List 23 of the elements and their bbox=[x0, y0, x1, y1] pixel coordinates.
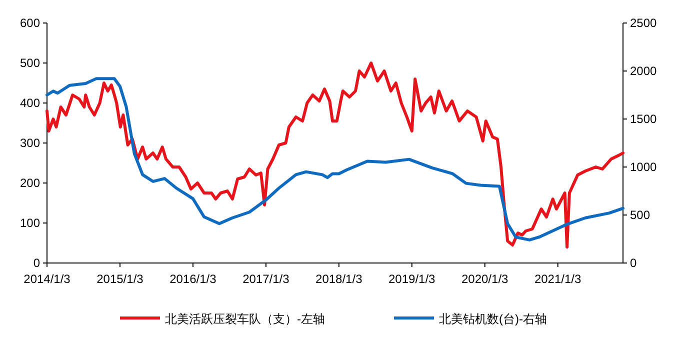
y2-tick-label: 0 bbox=[630, 256, 637, 270]
y2-tick-label: 1000 bbox=[630, 160, 658, 174]
y2-tick-label: 2500 bbox=[630, 16, 658, 30]
y-tick-label: 600 bbox=[20, 16, 40, 30]
y2-tick-label: 2000 bbox=[630, 64, 658, 78]
y-tick-label: 300 bbox=[20, 136, 40, 150]
x-tick-label: 2018/1/3 bbox=[316, 272, 363, 286]
y-tick-label: 0 bbox=[33, 256, 40, 270]
y2-tick-label: 500 bbox=[630, 208, 650, 222]
x-tick-label: 2016/1/3 bbox=[170, 272, 217, 286]
x-tick-label: 2020/1/3 bbox=[461, 272, 509, 286]
y-tick-label: 100 bbox=[20, 216, 40, 230]
y-tick-label: 200 bbox=[20, 176, 40, 190]
x-tick-label: 2015/1/3 bbox=[96, 272, 144, 286]
y-tick-label: 400 bbox=[20, 96, 40, 110]
x-tick-label: 2019/1/3 bbox=[388, 272, 436, 286]
legend-label: 北美钻机数(台)-右轴 bbox=[439, 312, 547, 326]
y2-tick-label: 1500 bbox=[630, 112, 658, 126]
legend-label: 北美活跃压裂车队（支）-左轴 bbox=[165, 312, 325, 326]
x-tick-label: 2014/1/3 bbox=[24, 272, 71, 286]
y-tick-label: 500 bbox=[20, 56, 40, 70]
x-tick-label: 2017/1/3 bbox=[242, 272, 290, 286]
x-tick-label: 2021/1/3 bbox=[534, 272, 582, 286]
